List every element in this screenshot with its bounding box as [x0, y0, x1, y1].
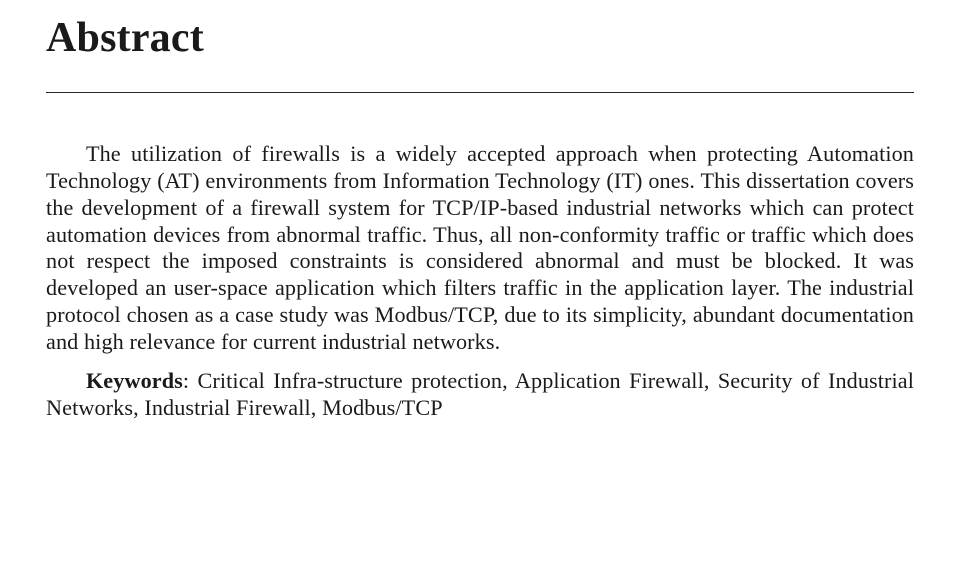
abstract-paragraph: The utilization of firewalls is a widely… — [46, 141, 914, 356]
keywords-paragraph: Keywords: Critical Infra-structure prote… — [46, 368, 914, 422]
keywords-label: Keywords — [86, 368, 183, 393]
abstract-heading: Abstract — [46, 14, 914, 62]
heading-rule — [46, 92, 914, 93]
